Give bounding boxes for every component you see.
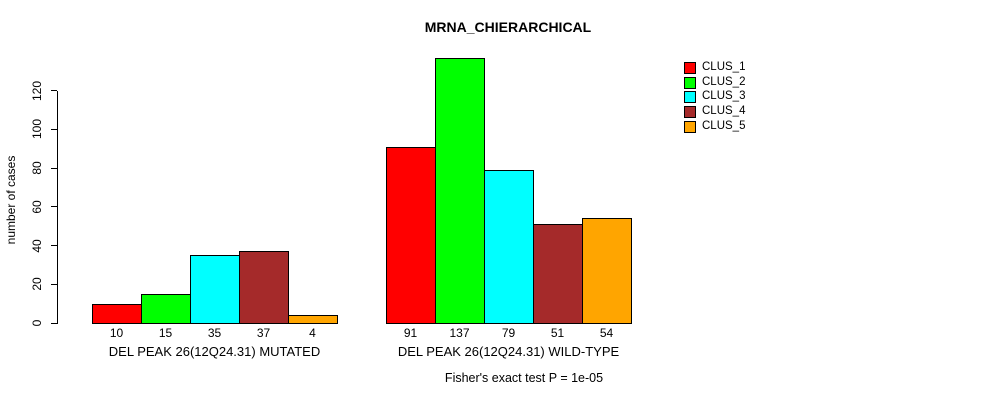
bar-clus_2-group1 <box>140 293 191 324</box>
bar-value-label: 137 <box>449 326 470 340</box>
bar-value-label: 79 <box>501 326 516 340</box>
y-axis-line <box>56 90 58 324</box>
bar-value-label: 15 <box>158 326 173 340</box>
y-axis-label: number of cases <box>4 155 18 245</box>
y-tick <box>50 128 57 130</box>
legend-swatch-clus_4 <box>684 106 696 119</box>
legend-swatch-clus_1 <box>684 62 696 74</box>
y-tick-label: 20 <box>30 277 44 291</box>
legend-swatch-clus_2 <box>684 76 696 89</box>
legend-label-clus_3: CLUS_3 <box>702 90 746 103</box>
legend-label-clus_1: CLUS_1 <box>702 61 746 73</box>
y-tick-label: 60 <box>30 200 44 214</box>
y-tick <box>50 90 57 92</box>
bar-value-label: 91 <box>403 326 418 340</box>
legend-label-clus_4: CLUS_4 <box>702 105 746 118</box>
y-tick <box>50 167 57 169</box>
y-tick-label: 0 <box>30 319 44 327</box>
legend-swatch-clus_3 <box>684 91 696 104</box>
bar-clus_5-group2 <box>581 218 632 324</box>
bar-clus_1-group1 <box>91 303 142 324</box>
bar-clus_3-group2 <box>483 170 534 324</box>
legend-label-clus_5: CLUS_5 <box>702 119 746 132</box>
y-tick-label: 100 <box>30 119 44 140</box>
y-tick-label: 120 <box>30 80 44 101</box>
bar-value-label: 54 <box>599 326 614 340</box>
y-tick-label: 80 <box>30 161 44 175</box>
y-tick <box>50 245 57 247</box>
bar-value-label: 4 <box>309 326 316 340</box>
y-tick <box>50 322 57 324</box>
bar-value-label: 51 <box>550 326 565 340</box>
bar-value-label: 10 <box>109 326 124 340</box>
x-group-label: DEL PEAK 26(12Q24.31) WILD-TYPE <box>397 344 620 359</box>
bar-clus_4-group2 <box>532 224 583 324</box>
bar-clus_3-group1 <box>189 255 240 324</box>
legend-swatch-clus_5 <box>684 120 696 133</box>
chart-title: MRNA_CHIERARCHICAL <box>424 19 592 35</box>
bar-clus_4-group1 <box>238 251 289 324</box>
bar-clus_2-group2 <box>434 57 485 324</box>
y-tick-label: 40 <box>30 238 44 253</box>
x-group-label: DEL PEAK 26(12Q24.31) MUTATED <box>108 344 321 359</box>
legend-label-clus_2: CLUS_2 <box>702 75 746 88</box>
y-tick <box>50 206 57 208</box>
footnote-text: Fisher's exact test P = 1e-05 <box>444 371 604 385</box>
bar-clus_5-group1 <box>287 315 338 324</box>
bar-clus_1-group2 <box>385 146 436 324</box>
bar-value-label: 35 <box>207 326 222 340</box>
y-tick <box>50 283 57 285</box>
bar-value-label: 37 <box>256 326 271 340</box>
